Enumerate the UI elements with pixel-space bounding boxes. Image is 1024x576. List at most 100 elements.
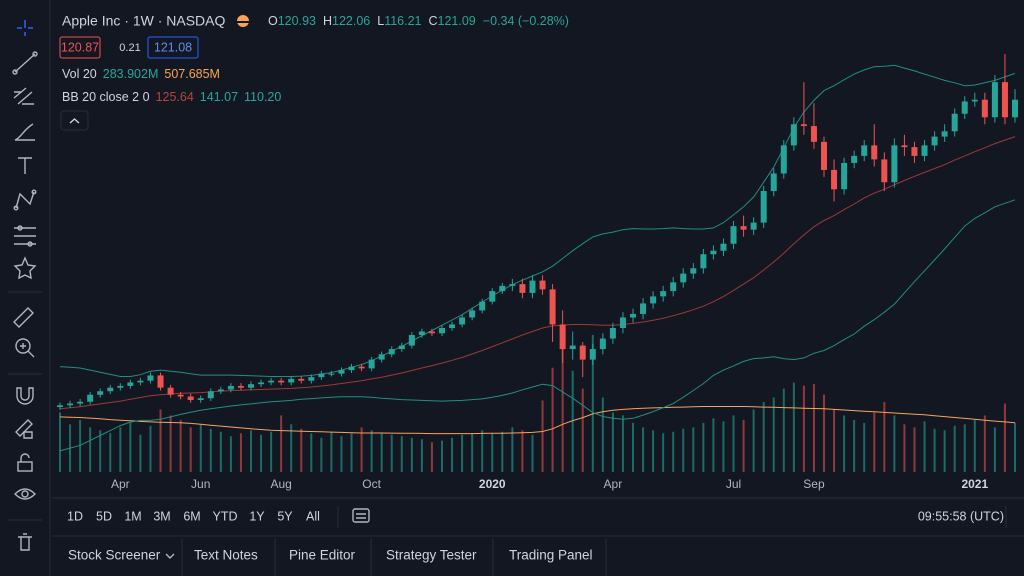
bottom-tab[interactable]: Pine Editor [289,548,356,563]
volume-bar [209,428,212,472]
candle-body [911,147,918,156]
volume-bar [792,382,795,472]
candle-body [961,101,968,114]
trend-line-tool[interactable] [12,51,38,75]
volume-bar [461,434,464,472]
volume-bar [933,428,936,472]
x-tick-label: Oct [362,477,381,491]
range-button[interactable]: 6M [183,509,200,523]
bottom-tab[interactable]: Text Notes [194,548,258,563]
x-tick-label: Aug [270,477,291,491]
collapse-legend-button[interactable] [60,110,89,131]
volume-bar [903,424,906,472]
lock-draw-tool[interactable] [15,419,33,439]
x-tick-label: Sep [803,477,825,491]
range-button[interactable]: 1M [124,509,141,523]
volume-bar [611,412,614,472]
delete-tool[interactable] [18,533,32,551]
ohlc-change: −0.34 (−0.28%) [483,14,569,28]
volume-bar [521,430,524,472]
range-button[interactable]: 5Y [277,509,293,523]
x-tick-label: 2020 [479,477,506,491]
volume-bar [300,428,303,472]
volume-bar [672,431,675,472]
volume-bar [511,427,514,472]
zoom-tool[interactable] [15,338,35,358]
crosshair-tool[interactable] [17,20,33,36]
volume-bar [89,427,92,472]
bb-basis-line [59,136,1016,410]
magnet-tool[interactable] [16,387,34,405]
volume-bar [591,334,594,472]
candle-body [378,354,385,360]
volume-bar [270,431,273,472]
candle-body [640,303,647,314]
ohlc-label: L [377,14,384,28]
candle-body [308,377,315,381]
range-button[interactable]: 1Y [249,509,265,523]
brush-tool[interactable] [14,123,35,141]
candle-body [991,82,998,118]
symbol-title: Apple Inc · 1W · NASDAQ [62,13,225,29]
bottom-tab[interactable]: Trading Panel [509,548,593,563]
volume-bar [682,428,685,472]
volume-bar [662,433,665,472]
bottom-tab[interactable]: Stock Screener [68,548,161,563]
range-button[interactable]: All [306,509,320,523]
visibility-tool[interactable] [14,488,36,500]
volume-bar [451,437,454,472]
candle-body [539,280,546,290]
candle-body [1001,82,1008,118]
candle-body [740,226,747,230]
volume-bar [169,415,172,472]
candle-body [288,378,295,383]
candle-body [177,394,184,397]
candle-body [338,370,345,374]
ohlc-label: O [268,14,278,28]
bottom-tab[interactable]: Strategy Tester [386,548,477,563]
range-button[interactable]: YTD [213,509,238,523]
candle-body [449,324,456,328]
ruler-tool[interactable] [13,307,34,328]
range-button[interactable]: 3M [153,509,170,523]
candle-body [780,145,787,174]
volume-bar [99,430,102,472]
candle-body [609,328,616,339]
text-tool[interactable] [18,157,32,174]
volume-bar [863,422,866,472]
pattern-tool[interactable] [13,189,37,211]
candle-body [499,285,506,292]
volume-bar [812,384,815,472]
range-button[interactable]: 5D [96,509,112,523]
prediction-tool[interactable] [14,225,36,247]
volume-bar [581,388,584,472]
fib-tool[interactable] [13,87,34,105]
x-tick-label: 2021 [961,477,988,491]
volume-bar [853,419,856,472]
icon-tool[interactable] [13,256,37,280]
volume-bar [983,415,986,472]
vol-legend-name: Vol 20 [62,67,97,81]
candle-body [97,391,104,395]
volume-bar [491,433,494,472]
candle-body [529,280,536,293]
candle-body [87,394,94,402]
range-button[interactable]: 1D [67,509,83,523]
candle-body [690,268,697,274]
volume-bar [752,409,755,472]
candle-body [237,385,244,388]
date-range-button[interactable] [352,508,370,523]
candle-body [821,141,827,170]
volume-bar [290,424,293,472]
volume-bar [250,430,252,472]
volume-bar [109,433,112,472]
volume-bar [873,412,876,472]
candle-body [710,250,717,255]
candle-body [841,162,848,190]
lock-tool[interactable] [17,453,33,472]
candle-body [489,291,496,302]
candle-body [720,243,727,251]
volume-bar [541,400,544,472]
